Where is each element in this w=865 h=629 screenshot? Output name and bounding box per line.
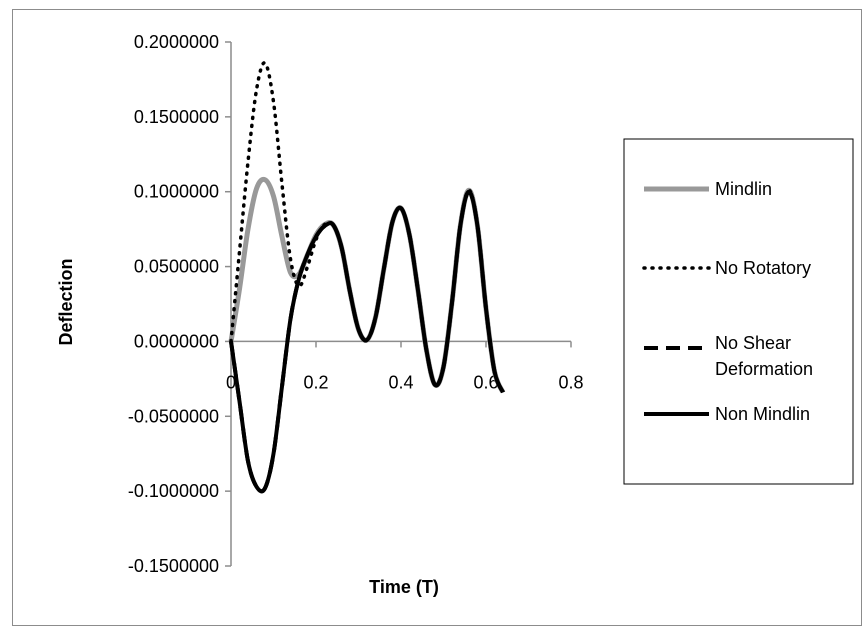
legend-label-mindlin: Mindlin xyxy=(715,179,772,199)
y-tick-label: 0.0500000 xyxy=(134,257,219,277)
y-tick-label: 0.1000000 xyxy=(134,182,219,202)
y-tick-label: -0.1000000 xyxy=(128,481,219,501)
legend-label-no-rotatory: No Rotatory xyxy=(715,258,811,278)
y-axis-title: Deflection xyxy=(56,258,76,345)
y-tick-label: -0.1500000 xyxy=(128,556,219,576)
legend-label-no-shear-deformation: No Shear xyxy=(715,333,791,353)
series-lines xyxy=(228,61,506,494)
y-tick-label: 0.2000000 xyxy=(134,32,219,52)
y-tick-label: 0.1500000 xyxy=(134,107,219,127)
x-tick-label: 0.6 xyxy=(473,372,498,392)
axes xyxy=(230,42,571,566)
x-tick-label: 0 xyxy=(226,372,236,392)
tick-marks xyxy=(225,41,572,567)
series-line-non-mindlin xyxy=(229,189,505,494)
x-tick-label: 0.8 xyxy=(558,372,583,392)
legend-box xyxy=(623,138,854,485)
legend-label-non-mindlin: Non Mindlin xyxy=(715,404,810,424)
y-tick-label: 0.0000000 xyxy=(134,331,219,351)
x-tick-label: 0.4 xyxy=(388,372,413,392)
y-tick-label: -0.0500000 xyxy=(128,406,219,426)
x-tick-label: 0.2 xyxy=(303,372,328,392)
tick-labels: 0.2000000 0.1500000 0.1000000 0.0500000 0.00… xyxy=(128,32,584,576)
legend: Mindlin No Rotatory No Shear Deformation Non… xyxy=(623,138,854,485)
x-axis-title: Time (T) xyxy=(369,577,439,597)
legend-label-no-shear-deformation: Deformation xyxy=(715,359,813,379)
